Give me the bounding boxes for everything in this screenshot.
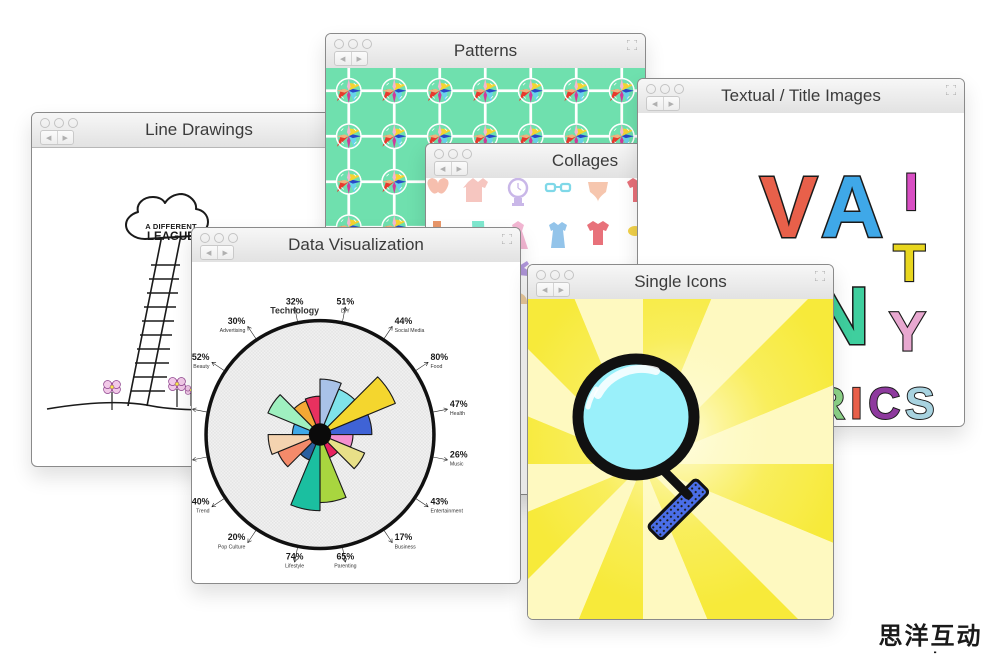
svg-text:Parenting: Parenting	[334, 564, 356, 570]
svg-text:S: S	[905, 379, 935, 426]
svg-text:43%: 43%	[431, 496, 449, 506]
svg-text:Health: Health	[450, 411, 465, 417]
svg-text:Music: Music	[450, 462, 464, 468]
svg-text:Trend: Trend	[196, 508, 210, 514]
svg-text:44%: 44%	[395, 316, 413, 326]
svg-text:30%: 30%	[228, 316, 246, 326]
svg-text:I: I	[850, 379, 862, 426]
svg-text:Food: Food	[431, 364, 443, 370]
svg-text:26%: 26%	[450, 449, 468, 459]
svg-text:Y: Y	[889, 300, 926, 362]
svg-text:40%: 40%	[192, 496, 210, 506]
svg-text:80%: 80%	[431, 352, 449, 362]
svg-text:A: A	[821, 159, 884, 256]
svg-text:Pop Culture: Pop Culture	[218, 544, 246, 550]
svg-text:17%: 17%	[395, 532, 413, 542]
svg-text:I: I	[904, 163, 919, 222]
svg-text:Entertainment: Entertainment	[431, 508, 464, 514]
svg-text:52%: 52%	[192, 352, 210, 362]
svg-text:74%: 74%	[286, 552, 304, 562]
svg-text:A DIFFERENT: A DIFFERENT	[145, 222, 197, 231]
svg-text:Social Media: Social Media	[395, 328, 425, 334]
svg-text:T: T	[893, 234, 925, 293]
svg-text:65%: 65%	[337, 552, 355, 562]
svg-text:Beauty: Beauty	[193, 364, 210, 370]
svg-text:C: C	[868, 379, 900, 426]
svg-text:DIY: DIY	[341, 309, 350, 315]
svg-text:V: V	[760, 159, 818, 256]
svg-text:20%: 20%	[228, 532, 246, 542]
svg-text:47%: 47%	[450, 399, 468, 409]
svg-text:Business: Business	[395, 544, 417, 550]
svg-text:51%: 51%	[337, 297, 355, 307]
svg-text:Lifestyle: Lifestyle	[285, 564, 304, 570]
svg-text:Advertising: Advertising	[220, 328, 246, 334]
svg-text:Technology: Technology	[270, 305, 319, 315]
svg-text:LEAGUE: LEAGUE	[147, 231, 195, 243]
